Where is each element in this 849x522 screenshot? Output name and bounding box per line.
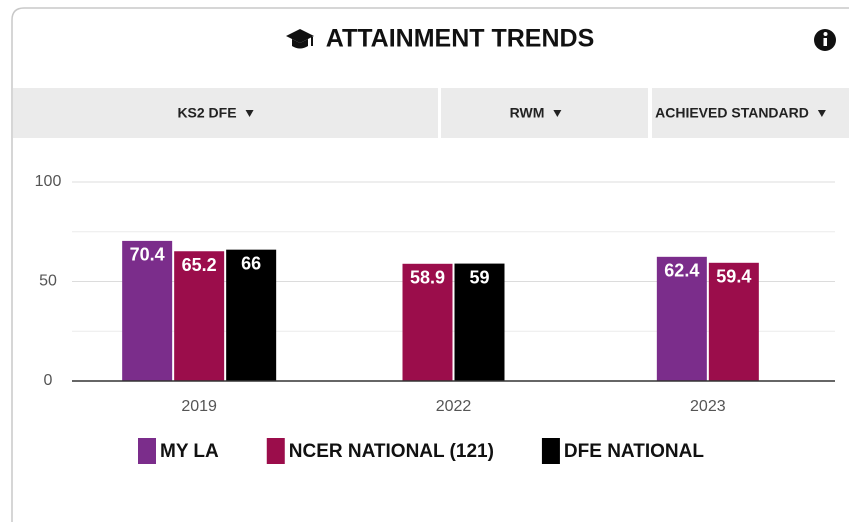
- legend-label: DFE NATIONAL: [564, 441, 704, 462]
- filter-label[interactable]: KS2 DFE: [177, 105, 236, 121]
- bar: [174, 251, 225, 381]
- x-tick-label: 2019: [181, 398, 217, 415]
- y-tick-label: 50: [39, 273, 57, 290]
- bar-label: 70.4: [130, 245, 165, 265]
- bar-label: 65.2: [182, 255, 217, 275]
- filter-bg[interactable]: [13, 88, 438, 138]
- bar-label: 59.4: [716, 267, 751, 287]
- y-tick-label: 100: [35, 173, 62, 190]
- bar-label: 59: [469, 267, 489, 287]
- dropdown-arrow[interactable]: [553, 110, 562, 117]
- filter-label[interactable]: RWM: [510, 105, 545, 121]
- card-border: [11, 7, 849, 522]
- dropdown-arrow[interactable]: [817, 110, 826, 117]
- title: ATTAINMENT TRENDS: [326, 25, 595, 53]
- filter-bg[interactable]: [441, 88, 648, 138]
- legend-swatch: [138, 438, 156, 464]
- bar: [122, 240, 173, 381]
- bar-label: 58.9: [410, 268, 445, 288]
- legend-swatch: [266, 438, 285, 464]
- y-tick-label: 0: [44, 372, 53, 389]
- filter-label[interactable]: ACHIEVED STANDARD: [655, 105, 809, 121]
- bar-label: 62.4: [664, 261, 699, 281]
- cap-icon: [286, 29, 314, 49]
- legend-swatch: [541, 438, 560, 464]
- bar: [708, 262, 759, 381]
- bar: [656, 256, 707, 381]
- filter-bg[interactable]: [652, 88, 849, 138]
- dropdown-arrow[interactable]: [245, 110, 254, 117]
- info-icon[interactable]: [814, 29, 836, 51]
- x-tick-label: 2022: [436, 398, 472, 415]
- legend-label: NCER NATIONAL (121): [289, 441, 494, 462]
- legend-label: MY LA: [160, 441, 219, 462]
- x-tick-label: 2023: [690, 398, 726, 415]
- bar-label: 66: [241, 253, 261, 273]
- bar: [402, 263, 453, 381]
- bar: [226, 249, 277, 381]
- bar: [454, 263, 505, 381]
